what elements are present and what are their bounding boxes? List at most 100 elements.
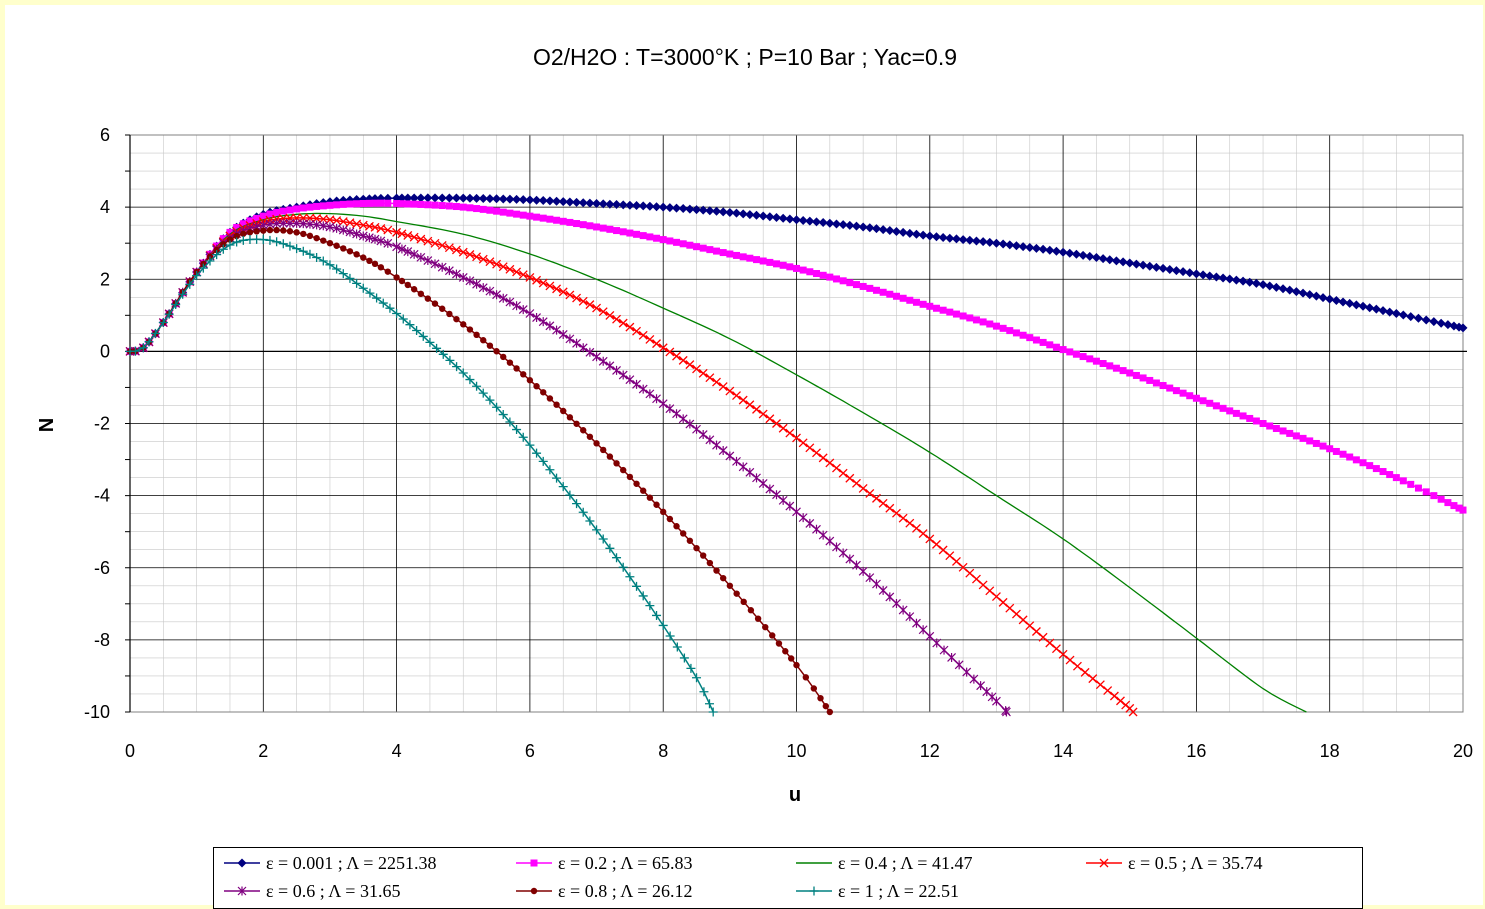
data-point-marker xyxy=(1218,273,1228,283)
data-point-marker xyxy=(1399,477,1407,485)
data-point-marker xyxy=(812,270,820,278)
data-point-marker xyxy=(672,409,681,419)
data-point-marker xyxy=(397,229,407,239)
data-point-marker xyxy=(377,264,385,271)
data-point-marker xyxy=(825,218,835,228)
data-point-marker xyxy=(826,708,834,716)
data-point-marker xyxy=(286,206,294,214)
data-point-marker xyxy=(725,451,735,461)
data-point-marker xyxy=(699,552,707,559)
data-point-marker xyxy=(772,213,782,223)
data-point-marker xyxy=(802,674,810,681)
data-point-marker xyxy=(1345,298,1355,308)
data-point-marker xyxy=(971,236,981,246)
data-point-marker xyxy=(358,231,368,241)
data-point-marker xyxy=(632,379,641,389)
data-point-marker xyxy=(171,300,181,310)
data-point-marker xyxy=(273,208,281,216)
data-point-marker xyxy=(578,343,588,353)
data-point-marker xyxy=(1365,303,1375,313)
data-point-marker xyxy=(366,257,373,265)
data-point-marker xyxy=(693,544,700,552)
data-point-marker xyxy=(506,359,514,366)
data-point-marker xyxy=(430,259,440,269)
data-point-marker xyxy=(632,581,642,591)
data-point-marker xyxy=(573,420,580,427)
data-point-marker xyxy=(685,360,695,370)
data-point-marker xyxy=(393,274,400,281)
series-line xyxy=(129,238,714,713)
data-point-marker xyxy=(1052,343,1060,351)
data-point-marker xyxy=(892,508,901,518)
data-point-marker xyxy=(438,349,448,359)
data-point-marker xyxy=(478,193,488,203)
data-point-marker xyxy=(879,288,887,296)
data-point-marker xyxy=(978,237,988,247)
data-point-marker xyxy=(378,298,388,308)
data-point-marker xyxy=(891,226,901,236)
data-point-marker xyxy=(925,231,935,241)
data-point-marker xyxy=(811,217,821,227)
data-point-marker xyxy=(1252,417,1260,425)
data-point-marker xyxy=(259,212,267,220)
x-tick-label: 20 xyxy=(1453,741,1473,761)
data-point-marker xyxy=(745,467,755,477)
data-point-marker xyxy=(353,251,360,258)
data-point-marker xyxy=(365,199,373,207)
data-point-marker xyxy=(1371,304,1381,314)
data-point-marker xyxy=(1351,300,1361,310)
x-tick-label: 12 xyxy=(920,741,940,761)
data-point-marker xyxy=(1398,310,1408,320)
data-point-marker xyxy=(280,227,287,234)
data-point-marker xyxy=(298,246,308,256)
data-point-marker xyxy=(785,428,795,438)
data-point-marker xyxy=(938,545,948,555)
data-point-marker xyxy=(1326,445,1334,453)
data-point-marker xyxy=(313,234,320,242)
data-point-marker xyxy=(1131,259,1141,269)
data-point-marker xyxy=(558,329,568,339)
data-point-marker xyxy=(546,215,554,223)
data-point-marker xyxy=(445,355,455,365)
data-point-marker xyxy=(1206,399,1214,407)
data-point-marker xyxy=(585,347,595,357)
data-point-marker xyxy=(444,243,454,253)
data-point-marker xyxy=(673,523,680,530)
data-point-marker xyxy=(754,615,762,622)
legend-label: ε = 0.2 ; Λ = 65.83 xyxy=(558,852,693,873)
y-tick-label: -8 xyxy=(94,630,110,650)
data-point-marker xyxy=(1098,254,1108,264)
data-point-marker xyxy=(845,220,855,230)
x-tick-label: 2 xyxy=(258,741,268,761)
data-point-marker xyxy=(932,304,940,312)
data-point-marker xyxy=(260,227,267,234)
data-point-marker xyxy=(409,249,419,259)
data-point-marker xyxy=(438,202,446,210)
legend-swatch xyxy=(1086,858,1122,868)
data-point-marker xyxy=(686,537,694,544)
data-point-marker xyxy=(885,226,895,236)
data-point-marker xyxy=(579,221,587,229)
data-point-marker xyxy=(451,245,461,255)
legend-label: ε = 0.4 ; Λ = 41.47 xyxy=(838,852,973,873)
data-point-marker xyxy=(565,334,575,344)
data-point-marker xyxy=(593,223,601,231)
data-point-marker xyxy=(530,887,538,895)
y-tick-label: -10 xyxy=(84,702,110,722)
data-point-marker xyxy=(478,254,488,264)
data-point-marker xyxy=(765,414,775,424)
data-point-marker xyxy=(713,247,721,255)
series-6 xyxy=(126,226,834,716)
data-point-marker xyxy=(424,295,432,302)
legend-label: ε = 0.6 ; Λ = 31.65 xyxy=(266,880,401,901)
data-point-marker xyxy=(792,507,801,517)
legend-label: ε = 0.001 ; Λ = 2251.38 xyxy=(266,852,437,873)
data-point-marker xyxy=(486,342,494,349)
data-point-marker xyxy=(1165,265,1175,275)
data-point-marker xyxy=(1119,367,1127,375)
data-point-marker xyxy=(947,652,957,662)
data-point-marker xyxy=(1159,382,1167,390)
data-point-marker xyxy=(652,202,662,212)
data-point-marker xyxy=(578,296,588,306)
data-point-marker xyxy=(732,456,741,466)
